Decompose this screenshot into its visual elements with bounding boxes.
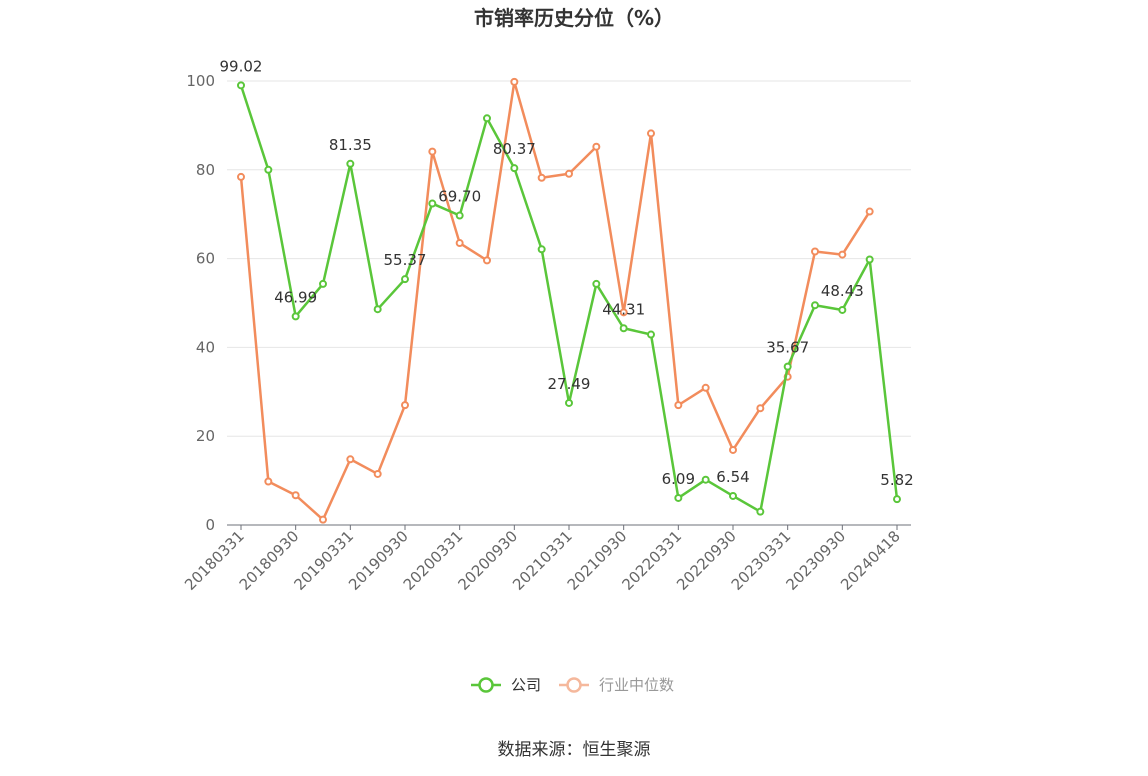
data-point[interactable] — [592, 142, 601, 151]
legend-marker-icon — [478, 677, 494, 693]
data-point[interactable] — [455, 239, 464, 248]
y-tick-label: 100 — [186, 72, 215, 90]
legend-item-0[interactable]: 公司 — [471, 676, 541, 694]
data-point[interactable] — [865, 207, 874, 216]
data-label: 69.70 — [438, 188, 481, 206]
data-label: 48.43 — [821, 282, 864, 300]
source-text: 数据来源：恒生聚源 — [498, 740, 651, 760]
data-point[interactable] — [592, 279, 601, 288]
data-point[interactable] — [346, 455, 355, 464]
data-point[interactable] — [619, 324, 628, 333]
data-point[interactable] — [291, 491, 300, 500]
chart-title: 市销率历史分位（%） — [474, 6, 674, 30]
legend[interactable]: 公司 行业中位数 — [471, 676, 674, 694]
data-point[interactable] — [483, 114, 491, 123]
data-point[interactable] — [401, 401, 409, 410]
legend-marker-icon — [566, 677, 582, 693]
data-label: 6.54 — [716, 468, 749, 486]
data-point[interactable] — [674, 401, 683, 410]
data-point[interactable] — [565, 398, 573, 407]
data-point[interactable] — [838, 305, 847, 314]
legend-label: 公司 — [511, 676, 541, 694]
data-point[interactable] — [455, 211, 464, 220]
data-point[interactable] — [756, 404, 765, 413]
data-point[interactable] — [264, 165, 273, 174]
data-point[interactable] — [401, 275, 409, 284]
data-point[interactable] — [838, 250, 847, 259]
data-point[interactable] — [264, 477, 273, 486]
data-point[interactable] — [346, 159, 355, 168]
data-point[interactable] — [483, 256, 491, 265]
data-point[interactable] — [537, 173, 546, 182]
data-point[interactable] — [729, 445, 737, 454]
data-point[interactable] — [237, 172, 245, 181]
data-point[interactable] — [756, 507, 765, 516]
data-point[interactable] — [647, 330, 655, 339]
data-label: 99.02 — [220, 57, 263, 75]
data-point[interactable] — [811, 247, 819, 256]
data-label: 27.49 — [548, 375, 591, 393]
data-point[interactable] — [893, 495, 901, 504]
series-line-1 — [239, 80, 871, 521]
data-label: 5.82 — [880, 471, 913, 489]
data-point[interactable] — [674, 493, 683, 502]
legend-label: 行业中位数 — [599, 676, 674, 694]
series-lines — [237, 77, 901, 524]
data-point[interactable] — [701, 475, 710, 484]
legend-item-1[interactable]: 行业中位数 — [559, 676, 674, 694]
data-point[interactable] — [565, 169, 573, 178]
data-label: 81.35 — [329, 136, 372, 154]
data-point[interactable] — [811, 301, 819, 310]
data-point[interactable] — [865, 255, 874, 264]
y-tick-label: 80 — [196, 161, 215, 179]
data-labels: 99.02 46.99 81.35 55.37 69.70 80.37 27.49 44.31… — [220, 57, 914, 489]
data-point[interactable] — [537, 245, 546, 254]
data-point[interactable] — [510, 164, 519, 173]
data-point[interactable] — [647, 129, 655, 138]
data-label: 44.31 — [602, 300, 645, 318]
data-label: 35.67 — [766, 339, 809, 357]
data-point[interactable] — [428, 147, 437, 156]
y-tick-label: 40 — [196, 338, 215, 356]
data-point[interactable] — [729, 491, 737, 500]
data-point[interactable] — [619, 308, 628, 317]
data-point[interactable] — [510, 77, 519, 86]
y-tick-label: 0 — [205, 516, 215, 534]
data-point[interactable] — [237, 81, 245, 90]
data-label: 46.99 — [274, 288, 317, 306]
data-point[interactable] — [373, 305, 382, 314]
data-point[interactable] — [783, 362, 792, 371]
y-tick-label: 20 — [196, 427, 215, 445]
data-label: 80.37 — [493, 140, 536, 158]
data-point[interactable] — [428, 199, 437, 208]
data-label: 55.37 — [384, 251, 427, 269]
data-point[interactable] — [701, 383, 710, 392]
data-point[interactable] — [319, 279, 327, 288]
data-label: 6.09 — [662, 470, 695, 488]
data-point[interactable] — [373, 469, 382, 478]
data-point[interactable] — [319, 515, 327, 524]
y-tick-label: 60 — [196, 250, 215, 268]
data-point[interactable] — [291, 312, 300, 321]
x-tick-label: 20240418 — [837, 527, 904, 594]
